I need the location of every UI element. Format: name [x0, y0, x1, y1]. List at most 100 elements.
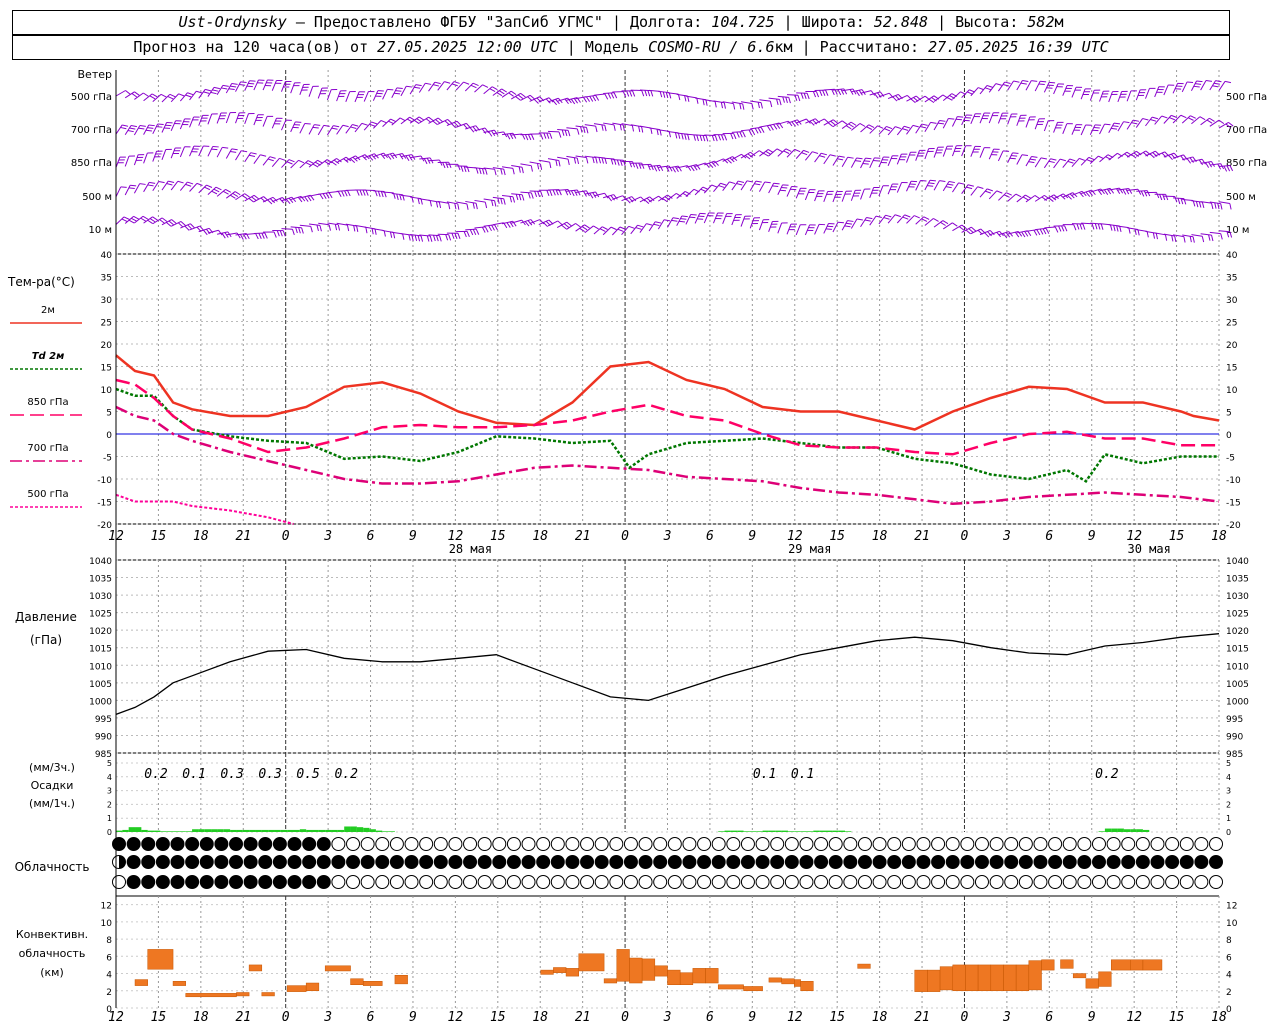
- pressure-panel-title: Давление: [15, 610, 77, 624]
- wind-barb: [446, 201, 458, 205]
- wind-barb-feather: [1122, 189, 1127, 195]
- cloud-circle: [1121, 855, 1136, 869]
- wind-barb: [115, 216, 125, 225]
- wind-barb-feather: [166, 183, 173, 186]
- wind-barb: [603, 122, 615, 126]
- precip-bar: [768, 830, 776, 832]
- wind-barb-feather: [604, 157, 607, 164]
- wind-barb-feather: [552, 189, 556, 196]
- wind-barb-feather: [1211, 235, 1214, 242]
- wind-barb: [989, 230, 1000, 236]
- wind-barb-feather: [947, 183, 954, 186]
- wind-barb: [253, 154, 261, 164]
- wind-barb-feather: [764, 181, 771, 184]
- wind-barb-feather: [241, 194, 248, 200]
- temp-series-line: [115, 387, 1219, 483]
- wind-barb-feather: [742, 131, 746, 138]
- wind-barb: [685, 214, 692, 225]
- conv-time-tick-label: 3: [663, 1010, 672, 1024]
- wind-barb-feather: [776, 98, 779, 105]
- wind-barb-feather: [512, 196, 516, 203]
- temp-y-tick-label: -20: [97, 521, 112, 531]
- wind-barb-feather: [1149, 153, 1155, 159]
- cloud-circle: [433, 837, 448, 851]
- wind-barb-feather: [240, 81, 247, 84]
- cloud-circle: [814, 837, 829, 851]
- wind-barb-feather: [481, 226, 486, 233]
- wind-barb-feather: [151, 93, 158, 98]
- wind-barb-feather: [1209, 117, 1215, 122]
- convective-cloud-bar: [1085, 978, 1099, 989]
- wind-barb-feather: [439, 235, 442, 242]
- wind-barb: [557, 156, 569, 160]
- cloud-circle: [536, 837, 551, 851]
- wind-barb-feather: [442, 162, 446, 169]
- pressure-y-tick-label-right: 1015: [1226, 645, 1249, 655]
- wind-barb: [1163, 115, 1172, 124]
- convective-cloud-bar: [629, 957, 643, 984]
- wind-barb-feather: [948, 181, 955, 184]
- wind-barb: [474, 84, 483, 93]
- pressure-panel-unit: (гПа): [30, 633, 62, 647]
- wind-barb-feather: [576, 128, 580, 135]
- cloud-circle: [126, 855, 141, 869]
- wind-barb-feather: [240, 234, 244, 240]
- wind-barb-feather: [128, 219, 135, 224]
- wind-barb-feather: [958, 182, 965, 185]
- wind-barb-feather: [152, 216, 158, 221]
- cloud-circle: [565, 837, 580, 851]
- cloud-circle: [726, 855, 741, 869]
- wind-barb: [382, 230, 394, 233]
- wind-barb-feather: [604, 93, 609, 100]
- wind-barb-feather: [515, 194, 519, 201]
- temp-legend-label: 500 гПа: [27, 489, 68, 500]
- wind-barb: [382, 89, 388, 100]
- wind-barb-feather: [809, 120, 815, 126]
- wind-barb: [841, 191, 847, 202]
- wind-barb-feather: [147, 219, 153, 225]
- wind-barb: [465, 200, 477, 204]
- cloud-circle: [536, 855, 551, 869]
- conv-time-tick-label: 15: [829, 1010, 845, 1024]
- convective-cloud-bar: [939, 966, 954, 991]
- wind-barb: [1191, 234, 1203, 237]
- wind-barb-feather: [1086, 159, 1093, 163]
- wind-barb: [345, 91, 351, 103]
- wind-barb-feather: [653, 165, 658, 172]
- cloud-circle: [711, 855, 726, 869]
- wind-barb-feather: [230, 151, 237, 153]
- convective-cloud-bar: [927, 969, 941, 992]
- day-label: 28 мая: [449, 542, 492, 556]
- wind-barb: [878, 214, 886, 225]
- wind-barb-feather: [875, 215, 882, 219]
- cloud-circle: [419, 855, 434, 869]
- precip-bar: [1111, 828, 1118, 832]
- cloud-circle: [346, 875, 361, 889]
- convective-cloud-bar: [1110, 959, 1131, 971]
- wind-barb-feather: [723, 158, 729, 164]
- cloud-circle: [623, 837, 638, 851]
- wind-barb-feather: [995, 83, 1002, 86]
- cloud-circle: [667, 837, 682, 851]
- wind-barb: [796, 118, 807, 124]
- wind-barb: [1071, 87, 1077, 98]
- wind-barb-feather: [564, 98, 569, 105]
- wind-barb: [1016, 154, 1023, 165]
- wind-barb: [456, 201, 468, 205]
- pressure-y-tick-label-right: 990: [1226, 732, 1243, 742]
- wind-barb: [1007, 193, 1017, 202]
- wind-barb-feather: [527, 96, 533, 101]
- wind-barb-feather: [714, 160, 719, 166]
- wind-barb-feather: [736, 131, 740, 138]
- cloud-circle: [740, 855, 755, 869]
- convective-cloud-bar: [1060, 959, 1074, 969]
- wind-barb-feather: [1201, 236, 1205, 243]
- wind-barb-feather: [510, 90, 517, 96]
- convective-cloud-bar: [616, 949, 630, 982]
- wind-barb-feather: [1131, 154, 1137, 159]
- wind-barb-feather: [952, 222, 958, 227]
- convective-cloud-bar: [1098, 971, 1112, 987]
- wind-barb-feather: [457, 233, 461, 239]
- wind-barb-feather: [463, 231, 467, 238]
- convective-cloud-bar: [1072, 973, 1087, 979]
